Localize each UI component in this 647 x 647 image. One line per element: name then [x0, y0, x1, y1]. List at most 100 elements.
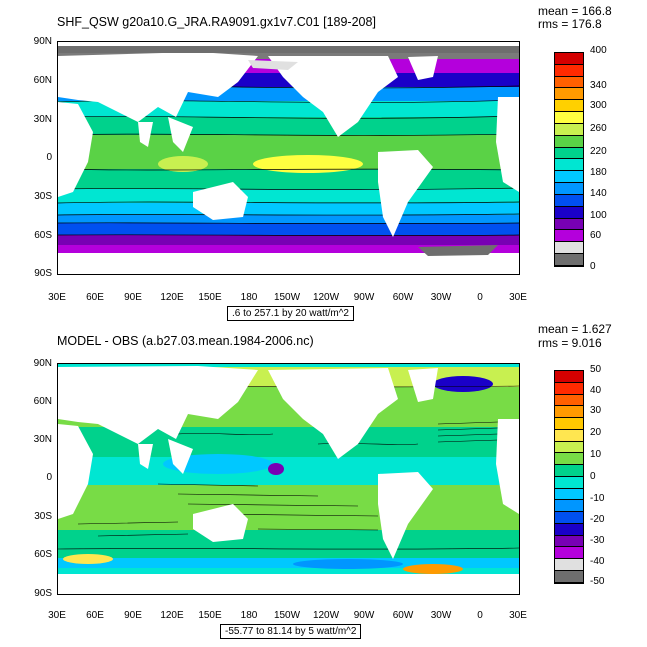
- lon-label: 90E: [124, 610, 142, 621]
- lon-label: 120W: [312, 292, 340, 303]
- lon-label: 120E: [160, 610, 184, 621]
- colorbar-label: -30: [590, 535, 605, 546]
- colorbar-swatch: [555, 547, 583, 560]
- colorbar-swatch: [555, 571, 583, 583]
- colorbar-swatch: [555, 100, 583, 113]
- lat-label: 0: [46, 152, 52, 163]
- lon-label: 150E: [198, 292, 222, 303]
- colorbar-label: 0: [590, 471, 596, 482]
- colorbar-label: 340: [590, 80, 607, 91]
- map-plot: [57, 41, 520, 275]
- colorbar-swatch: [555, 159, 583, 172]
- colorbar-label: 30: [590, 405, 602, 416]
- colorbar-swatch: [555, 88, 583, 101]
- colorbar-swatch: [555, 183, 583, 195]
- colorbar-swatch: [555, 218, 583, 231]
- lat-label: 30S: [34, 511, 52, 522]
- lon-label: 90W: [353, 610, 375, 621]
- lon-label: 30E: [509, 292, 527, 303]
- lat-label: 90S: [34, 268, 52, 279]
- contour-range-label: -55.77 to 81.14 by 5 watt/m^2: [220, 624, 362, 639]
- colorbar-label: 100: [590, 210, 607, 221]
- lon-label: 60E: [86, 610, 104, 621]
- lon-label: 30W: [430, 610, 452, 621]
- colorbar-label: -10: [590, 493, 605, 504]
- lon-label: 0: [477, 292, 483, 303]
- colorbar-swatch: [555, 523, 583, 536]
- rms-stat: rms = 176.8: [538, 17, 602, 31]
- lon-label: 30E: [48, 292, 66, 303]
- lat-label: 30S: [34, 191, 52, 202]
- colorbar-swatch: [555, 147, 583, 160]
- model-minus-obs-map: [58, 364, 519, 594]
- lon-label: 30W: [430, 292, 452, 303]
- colorbar-swatch: [555, 171, 583, 184]
- lon-label: 60W: [392, 292, 414, 303]
- colorbar-swatch: [555, 488, 583, 501]
- panel-title: SHF_QSW g20a10.G_JRA.RA9091.gx1v7.C01 [1…: [57, 15, 376, 29]
- mean-stat: mean = 1.627: [538, 322, 612, 336]
- lat-label: 30N: [33, 434, 52, 445]
- colorbar-swatch: [555, 123, 583, 136]
- colorbar-label: -40: [590, 556, 605, 567]
- colorbar-swatch: [555, 64, 583, 77]
- colorbar-swatch: [555, 194, 583, 207]
- lon-label: 150E: [198, 610, 222, 621]
- lon-label: 90E: [124, 292, 142, 303]
- map-plot: [57, 363, 520, 595]
- lon-label: 180: [240, 292, 258, 303]
- lat-label: 60N: [33, 75, 52, 86]
- lon-label: 60E: [86, 292, 104, 303]
- colorbar-swatch: [555, 406, 583, 419]
- colorbar-swatch: [555, 418, 583, 430]
- colorbar-label: 180: [590, 167, 607, 178]
- colorbar-label: 260: [590, 123, 607, 134]
- colorbar-label: 0: [590, 261, 596, 272]
- colorbar-swatch: [555, 76, 583, 89]
- colorbar-swatch: [555, 476, 583, 489]
- colorbar-label: 60: [590, 230, 602, 241]
- lat-label: 90N: [33, 358, 52, 369]
- lat-label: 60S: [34, 549, 52, 560]
- lon-label: 120W: [312, 610, 340, 621]
- shortwave-flux-map: [58, 42, 519, 274]
- rms-stat: rms = 9.016: [538, 336, 602, 350]
- colorbar-swatch: [555, 382, 583, 395]
- colorbar-swatch: [555, 512, 583, 524]
- colorbar-swatch: [555, 465, 583, 477]
- colorbar-swatch: [555, 135, 583, 148]
- lon-label: 150W: [273, 292, 301, 303]
- colorbar-label: 40: [590, 385, 602, 396]
- panel-title: MODEL - OBS (a.b27.03.mean.1984-2006.nc): [57, 334, 314, 348]
- colorbar-swatch: [555, 429, 583, 442]
- colorbar-swatch: [555, 254, 583, 266]
- lat-label: 0: [46, 472, 52, 483]
- colorbar-label: 50: [590, 364, 602, 375]
- lat-label: 90S: [34, 588, 52, 599]
- colorbar-label: 20: [590, 427, 602, 438]
- colorbar-swatch: [555, 112, 583, 124]
- colorbar-swatch: [555, 500, 583, 513]
- lon-label: 180: [240, 610, 258, 621]
- lon-label: 120E: [160, 292, 184, 303]
- colorbar-label: 140: [590, 188, 607, 199]
- lon-label: 60W: [392, 610, 414, 621]
- colorbar: [554, 370, 584, 584]
- colorbar-label: -50: [590, 576, 605, 587]
- lon-label: 30E: [509, 610, 527, 621]
- colorbar-label: 10: [590, 449, 602, 460]
- lat-label: 60N: [33, 396, 52, 407]
- lon-label: 30E: [48, 610, 66, 621]
- colorbar: [554, 52, 584, 267]
- lon-label: 90W: [353, 292, 375, 303]
- colorbar-label: 400: [590, 45, 607, 56]
- lat-label: 60S: [34, 230, 52, 241]
- contour-range-label: .6 to 257.1 by 20 watt/m^2: [227, 306, 354, 321]
- colorbar-label: 300: [590, 100, 607, 111]
- colorbar-swatch: [555, 559, 583, 572]
- colorbar-swatch: [555, 371, 583, 383]
- mean-stat: mean = 166.8: [538, 4, 612, 18]
- lon-label: 150W: [273, 610, 301, 621]
- colorbar-label: 220: [590, 146, 607, 157]
- lat-label: 30N: [33, 114, 52, 125]
